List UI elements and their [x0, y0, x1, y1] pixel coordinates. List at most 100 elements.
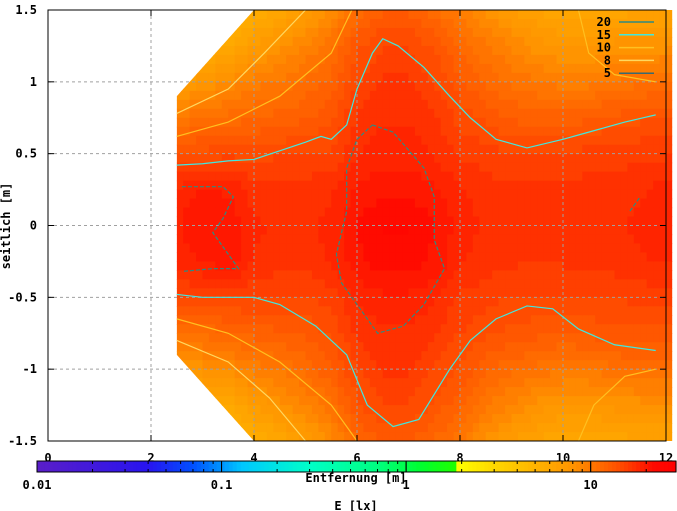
heatmap-cell — [260, 63, 268, 74]
heatmap-cell — [595, 153, 603, 164]
heatmap-cell — [376, 333, 384, 343]
heatmap-cell — [659, 306, 667, 316]
heatmap-cell — [550, 405, 558, 415]
heatmap-cell — [176, 234, 184, 245]
heatmap-cell — [556, 198, 564, 209]
heatmap-cell — [485, 162, 493, 173]
heatmap-cell — [202, 18, 210, 29]
heatmap-cell — [588, 351, 596, 361]
heatmap-cell — [646, 225, 654, 236]
heatmap-cell — [537, 378, 545, 388]
heatmap-cell — [363, 405, 371, 415]
heatmap-cell — [556, 270, 564, 280]
heatmap-cell — [588, 117, 596, 128]
heatmap-cell — [608, 18, 616, 29]
heatmap-cell — [620, 63, 628, 74]
heatmap-cell — [228, 189, 236, 200]
heatmap-cell — [357, 270, 365, 280]
heatmap-cell — [234, 198, 242, 209]
heatmap-cell — [324, 279, 332, 289]
heatmap-cell — [608, 369, 616, 379]
heatmap-cell — [382, 90, 390, 101]
colorbar-segment — [596, 461, 601, 472]
heatmap-cell — [653, 27, 661, 38]
heatmap-cell — [286, 297, 294, 307]
heatmap-cell — [337, 234, 345, 245]
heatmap-cell — [640, 261, 648, 271]
heatmap-cell — [376, 378, 384, 388]
heatmap-cell — [653, 198, 661, 209]
heatmap-cell — [453, 351, 461, 361]
heatmap-cell — [472, 306, 480, 316]
heatmap-cell — [279, 396, 287, 406]
heatmap-cell — [324, 36, 332, 47]
heatmap-cell — [646, 378, 654, 388]
heatmap-cell — [331, 387, 339, 397]
heatmap-cell — [440, 198, 448, 209]
heatmap-cell — [530, 36, 538, 47]
heatmap-cell — [234, 90, 242, 101]
heatmap-cell — [556, 126, 564, 137]
heatmap-cell — [517, 216, 525, 227]
colorbar-segment — [560, 461, 565, 472]
heatmap-cell — [550, 342, 558, 352]
heatmap-cell — [234, 54, 242, 65]
heatmap-cell — [318, 153, 326, 164]
heatmap-cell — [427, 315, 435, 325]
heatmap-cell — [608, 342, 616, 352]
heatmap-cell — [196, 10, 204, 20]
heatmap-cell — [543, 324, 551, 334]
heatmap-cell — [389, 225, 397, 236]
heatmap-cell — [517, 198, 525, 209]
heatmap-cell — [215, 81, 223, 92]
heatmap-cell — [575, 351, 583, 361]
heatmap-cell — [505, 270, 513, 280]
heatmap-cell — [672, 100, 677, 110]
heatmap-cell — [620, 351, 628, 361]
heatmap-cell — [505, 396, 513, 406]
heatmap-cell — [273, 306, 281, 316]
heatmap-cell — [659, 243, 667, 254]
heatmap-cell — [614, 333, 622, 343]
heatmap-cell — [421, 396, 429, 406]
y-tick-label: -1 — [23, 362, 37, 376]
heatmap-cell — [543, 198, 551, 209]
heatmap-cell — [228, 234, 236, 245]
heatmap-cell — [498, 351, 506, 361]
heatmap-cell — [537, 288, 545, 298]
heatmap-cell — [550, 144, 558, 155]
heatmap-cell — [466, 54, 474, 65]
heatmap-cell — [389, 405, 397, 415]
colorbar-segment — [472, 461, 477, 472]
heatmap-cell — [498, 27, 506, 38]
heatmap-cell — [434, 396, 442, 406]
heatmap-cell — [402, 216, 410, 227]
heatmap-cell — [305, 351, 313, 361]
heatmap-cell — [601, 405, 609, 415]
heatmap-cell — [299, 144, 307, 155]
heatmap-cell — [672, 28, 677, 38]
heatmap-cell — [620, 153, 628, 164]
heatmap-cell — [221, 189, 229, 200]
colorbar-segment — [520, 461, 525, 472]
heatmap-cell — [344, 342, 352, 352]
heatmap-cell — [273, 387, 281, 397]
heatmap-cell — [543, 153, 551, 164]
heatmap-cell — [414, 54, 422, 65]
heatmap-cell — [189, 171, 197, 182]
heatmap-cell — [350, 54, 358, 65]
heatmap-cell — [299, 324, 307, 334]
heatmap-cell — [247, 414, 255, 424]
heatmap-cell — [273, 198, 281, 209]
heatmap-cell — [453, 405, 461, 415]
heatmap-cell — [260, 90, 268, 101]
heatmap-cell — [498, 333, 506, 343]
heatmap-cell — [221, 387, 229, 397]
heatmap-cell — [511, 387, 519, 397]
heatmap-cell — [318, 261, 326, 271]
heatmap-cell — [376, 279, 384, 289]
heatmap-cell — [376, 117, 384, 128]
heatmap-cell — [453, 189, 461, 200]
heatmap-cell — [575, 360, 583, 370]
heatmap-cell — [447, 10, 455, 20]
